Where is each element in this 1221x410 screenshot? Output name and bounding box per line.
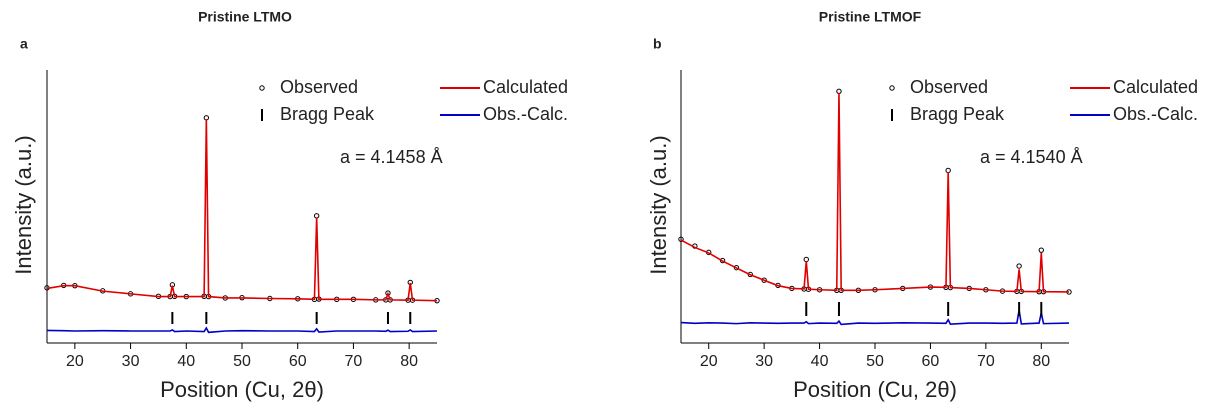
x-tick-label: 30 (755, 353, 773, 370)
series-line (680, 92, 1070, 293)
legend-label: Bragg Peak (910, 104, 1005, 124)
observed-point (1038, 247, 1044, 253)
x-axis-label: Position (Cu, 2θ) (793, 377, 957, 402)
legend-label: Observed (280, 77, 358, 97)
y-axis-label: Intensity (a.u.) (11, 135, 36, 274)
panel-label: b (653, 36, 662, 52)
x-tick-label: 60 (289, 353, 307, 370)
legend-label: Calculated (1113, 77, 1198, 97)
x-tick-label: 80 (400, 353, 418, 370)
series-line (46, 326, 438, 334)
legend-marker (889, 85, 895, 91)
legend-label: Calculated (483, 77, 568, 97)
x-tick-label: 50 (233, 353, 251, 370)
x-axis-label: Position (Cu, 2θ) (160, 377, 324, 402)
legend-label: Observed (910, 77, 988, 97)
legend-label: Bragg Peak (280, 104, 375, 124)
observed-point (761, 277, 767, 283)
x-tick-label: 50 (866, 353, 884, 370)
annotation: a = 4.1540 Å (980, 147, 1083, 167)
x-tick-label: 70 (977, 353, 995, 370)
y-axis-label: Intensity (a.u.) (646, 135, 671, 274)
chart-title: Pristine LTMO (198, 9, 292, 25)
observed-point (313, 213, 320, 219)
x-tick-label: 80 (1032, 353, 1050, 370)
chart-title: Pristine LTMOF (819, 9, 922, 25)
annotation: a = 4.1458 Å (340, 147, 443, 167)
observed-point (836, 88, 842, 94)
observed-point (945, 167, 951, 174)
series-line (46, 119, 438, 302)
x-tick-label: 20 (700, 353, 718, 370)
observed-point (1016, 263, 1022, 269)
x-tick-label: 20 (66, 353, 84, 370)
series-line (680, 310, 1070, 326)
panel-label: a (20, 36, 28, 52)
x-tick-label: 40 (811, 353, 829, 370)
legend-label: Obs.-Calc. (483, 104, 568, 124)
observed-point (678, 236, 684, 242)
x-tick-label: 40 (177, 353, 195, 370)
legend-label: Obs.-Calc. (1113, 104, 1198, 124)
x-tick-label: 30 (122, 353, 140, 370)
x-tick-label: 70 (345, 353, 363, 370)
x-tick-label: 60 (922, 353, 940, 370)
legend-marker (259, 85, 265, 91)
observed-point (803, 256, 809, 263)
